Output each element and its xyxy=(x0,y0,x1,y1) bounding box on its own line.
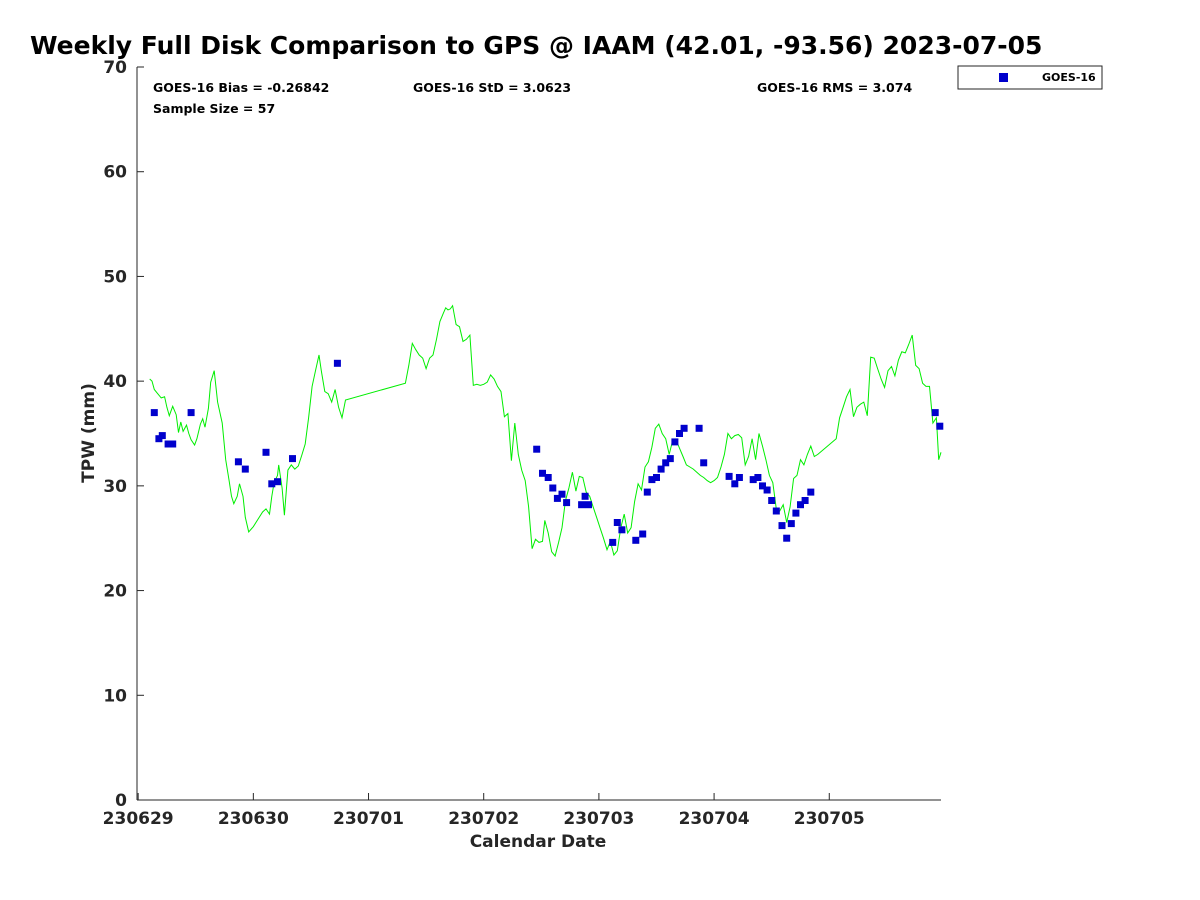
x-tick-label: 230703 xyxy=(563,809,634,829)
goes-16-point xyxy=(609,538,617,546)
goes-16-point xyxy=(274,478,281,486)
goes-16-point xyxy=(553,494,561,502)
x-tick-label: 230702 xyxy=(448,809,519,829)
goes-16-point xyxy=(792,509,800,517)
goes-16-point xyxy=(787,520,795,528)
goes-16-point xyxy=(241,465,249,473)
goes-16-point xyxy=(544,474,552,481)
goes-16-point xyxy=(632,536,640,544)
y-tick-label: 30 xyxy=(103,477,127,497)
legend: GOES-16 xyxy=(957,65,1103,90)
goes-16-point xyxy=(187,409,195,417)
x-tick-label: 230630 xyxy=(218,809,289,829)
legend-label: GOES-16 xyxy=(1042,71,1096,84)
legend-box xyxy=(957,65,1103,90)
goes-16-point xyxy=(164,440,172,448)
y-tick-label: 0 xyxy=(115,791,127,811)
axes xyxy=(136,67,941,801)
goes-16-point xyxy=(268,480,276,488)
goes-16-point xyxy=(931,409,939,417)
y-ticks: 0 10 20 30 40 50 60 70 xyxy=(103,58,144,811)
goes-16-point xyxy=(643,488,651,496)
goes-16-point xyxy=(778,522,786,530)
goes-16-point xyxy=(578,501,586,509)
goes-16-point xyxy=(735,474,743,481)
goes-16-point xyxy=(676,430,683,437)
goes-16-point xyxy=(581,492,589,500)
goes-16-point xyxy=(772,507,780,515)
x-tick-label: 230704 xyxy=(679,809,750,829)
goes-16-point xyxy=(680,424,688,432)
y-tick-label: 50 xyxy=(103,267,127,287)
goes-16-point xyxy=(700,459,708,467)
goes-16-point xyxy=(936,422,944,430)
bias-stat: GOES-16 Bias = -0.26842 xyxy=(153,80,329,95)
goes-16-point xyxy=(563,499,571,507)
goes-16-points xyxy=(150,359,944,546)
goes-16-point xyxy=(169,440,177,448)
x-tick-label: 230701 xyxy=(333,809,404,829)
goes-16-point xyxy=(731,480,739,488)
x-ticks: 230629 230630 230701 230702 230703 230704 2307… xyxy=(103,793,865,829)
goes-16-point xyxy=(333,359,341,367)
goes-16-point xyxy=(653,474,660,481)
y-axis-label: TPW (mm) xyxy=(79,383,99,483)
y-tick-label: 40 xyxy=(103,372,127,392)
goes-16-point xyxy=(613,519,621,526)
goes-16-point xyxy=(533,445,541,453)
y-tick-label: 70 xyxy=(103,58,127,78)
goes-16-point xyxy=(754,474,762,481)
goes-16-point xyxy=(618,526,626,534)
goes-16-point xyxy=(749,476,757,484)
gps-series-line xyxy=(149,304,942,558)
goes-16-point xyxy=(671,438,679,446)
goes-16-point xyxy=(648,476,656,484)
x-tick-label: 230705 xyxy=(794,809,865,829)
goes-16-point xyxy=(797,501,804,509)
x-tick-label: 230629 xyxy=(103,809,174,829)
y-tick-label: 20 xyxy=(103,582,127,602)
goes-16-point xyxy=(262,448,270,456)
goes-16-point xyxy=(585,501,592,509)
goes-16-point xyxy=(759,482,766,490)
goes-16-point xyxy=(801,497,809,504)
goes-16-point xyxy=(695,424,703,432)
y-tick-label: 10 xyxy=(103,686,127,706)
goes-16-point xyxy=(639,530,647,538)
goes-16-point xyxy=(234,458,242,466)
goes-16-point xyxy=(725,472,733,480)
rms-stat: GOES-16 RMS = 3.074 xyxy=(757,80,912,95)
goes-16-point xyxy=(289,455,296,463)
x-axis-label: Calendar Date xyxy=(470,832,607,852)
goes-16-point xyxy=(666,455,674,463)
goes-16-point xyxy=(657,465,665,473)
goes-16-point xyxy=(549,484,557,492)
legend-marker xyxy=(999,73,1008,82)
goes-16-point xyxy=(150,409,158,417)
goes-16-point xyxy=(158,432,166,440)
goes-16-point xyxy=(558,490,566,498)
goes-16-point xyxy=(768,497,776,504)
goes-16-point xyxy=(539,469,546,477)
goes-16-point xyxy=(662,459,670,467)
sample-size-stat: Sample Size = 57 xyxy=(153,101,275,116)
goes-16-point xyxy=(807,488,815,496)
chart-title: Weekly Full Disk Comparison to GPS @ IAA… xyxy=(30,31,1042,60)
y-tick-label: 60 xyxy=(103,163,127,183)
goes-16-point xyxy=(763,486,771,494)
std-stat: GOES-16 StD = 3.0623 xyxy=(413,80,571,95)
goes-16-point xyxy=(783,534,791,542)
